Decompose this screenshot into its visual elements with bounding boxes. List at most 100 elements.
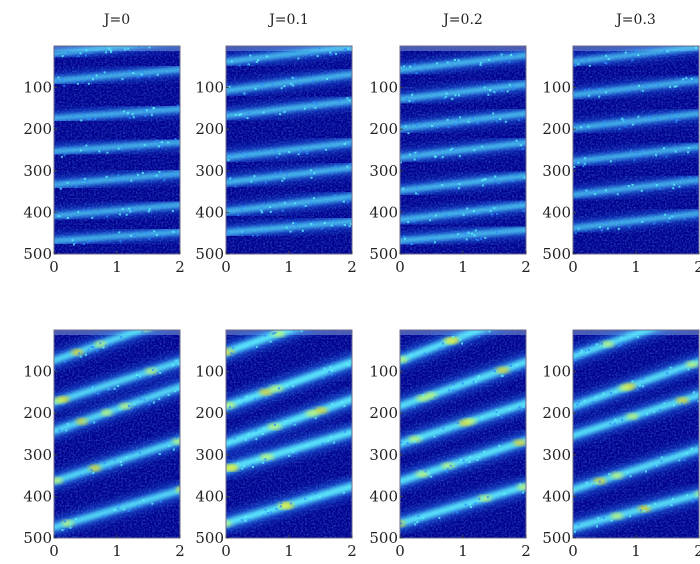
stripe-hotspot: [610, 472, 624, 479]
stripe-speckle: [451, 147, 454, 150]
stripe-speckle: [92, 78, 95, 81]
stripe-speckle: [607, 58, 610, 61]
stripe-speckle: [519, 144, 522, 147]
stripe-speckle: [457, 59, 460, 62]
stripe-speckle: [683, 458, 686, 461]
stripe-speckle: [299, 148, 302, 151]
stripe-speckle: [299, 82, 302, 85]
stripe-speckle: [504, 120, 507, 123]
stripe-speckle: [518, 119, 521, 122]
stripe-speckle: [601, 523, 604, 526]
stripe-speckle: [244, 438, 247, 441]
stripe-core: [573, 445, 699, 494]
stripe-core: [54, 106, 180, 121]
stripe-speckle: [228, 85, 231, 88]
stripe-speckle: [130, 508, 133, 511]
stripe-speckle: [137, 46, 140, 49]
stripe-speckle: [348, 364, 351, 367]
stripe-speckle: [292, 385, 295, 388]
stripe-speckle: [587, 125, 590, 128]
stripe-speckle: [427, 472, 430, 475]
stripe-speckle: [247, 112, 250, 115]
stripe-speckle: [330, 224, 333, 227]
stripe-speckle: [422, 394, 425, 397]
stripe-speckle: [622, 341, 625, 344]
stripe-speckle: [467, 120, 470, 123]
stripe-speckle: [524, 445, 526, 448]
stripe-speckle: [292, 84, 295, 87]
stripe-speckle: [528, 312, 530, 314]
stripe-speckle: [480, 416, 483, 419]
stripe-speckle: [77, 54, 80, 57]
stripe-speckle: [527, 172, 529, 174]
stripe-speckle: [318, 496, 321, 499]
stripe-speckle: [121, 148, 124, 151]
stripe-speckle: [350, 48, 352, 51]
stripe-speckle: [288, 151, 291, 154]
x-tick-label: 1: [631, 542, 641, 560]
stripe-speckle: [88, 422, 91, 425]
stripe-speckle: [310, 176, 313, 179]
stripe-speckle: [279, 171, 282, 174]
y-tick-label: 300: [195, 446, 224, 464]
stripe-speckle: [137, 173, 140, 176]
stripe-speckle: [587, 88, 590, 91]
stripe-speckle: [118, 231, 121, 234]
stripe-speckle: [181, 319, 183, 321]
stripe-speckle: [283, 177, 286, 180]
stripe-speckle: [105, 175, 108, 178]
stripe-speckle: [290, 82, 293, 85]
stripe-core: [400, 227, 526, 244]
stripe-speckle: [635, 155, 638, 158]
stripe-speckle: [636, 152, 639, 155]
y-tick-label: 300: [369, 446, 398, 464]
stripe-core: [400, 482, 526, 527]
stripe-speckle: [139, 451, 142, 454]
stripe-speckle: [597, 516, 600, 519]
stripe-speckle: [88, 118, 91, 121]
stripe-speckle: [691, 360, 694, 363]
stripe-speckle: [84, 54, 87, 57]
stripe-core: [226, 165, 352, 185]
stripe-speckle: [106, 215, 109, 218]
stripe-speckle: [184, 43, 186, 45]
stripe-speckle: [671, 497, 674, 500]
stripe-speckle: [93, 421, 96, 424]
stripe-speckle: [74, 517, 77, 520]
stripe-speckle: [586, 190, 589, 193]
stripe-speckle: [583, 88, 586, 91]
stripe-speckle: [535, 115, 537, 117]
stripe-speckle: [240, 518, 243, 521]
stripe-speckle: [272, 332, 275, 335]
stripe-speckle: [236, 462, 239, 465]
stripe-speckle: [148, 46, 151, 49]
stripe-speckle: [291, 76, 294, 79]
stripe-speckle: [264, 458, 267, 461]
stripe-speckle: [604, 189, 607, 192]
stripe-speckle: [140, 73, 143, 76]
stripe-speckle: [409, 65, 412, 68]
stripe-speckle: [255, 345, 258, 348]
stripe-speckle: [90, 386, 93, 389]
stripe-speckle: [59, 187, 62, 190]
stripe-speckle: [693, 77, 696, 80]
stripe-speckle: [87, 209, 90, 212]
stripe-speckle: [346, 165, 349, 168]
stripe-speckle: [65, 480, 68, 483]
stripe-speckle: [232, 353, 235, 356]
stripe-speckle: [609, 422, 612, 425]
stripe-hotspot: [495, 367, 510, 374]
stripe-core: [400, 110, 526, 131]
stripe-speckle: [495, 410, 498, 413]
stripe-speckle: [402, 187, 405, 190]
stripe-speckle: [160, 145, 163, 148]
stripe-speckle: [105, 51, 108, 54]
stripe-speckle: [684, 79, 687, 82]
stripe-speckle: [598, 480, 601, 483]
y-tick-label: 100: [542, 79, 571, 97]
stripe-speckle: [658, 187, 661, 190]
stripe-speckle: [620, 343, 623, 346]
stripe-speckle: [435, 214, 438, 217]
stripe-speckle: [626, 471, 629, 474]
